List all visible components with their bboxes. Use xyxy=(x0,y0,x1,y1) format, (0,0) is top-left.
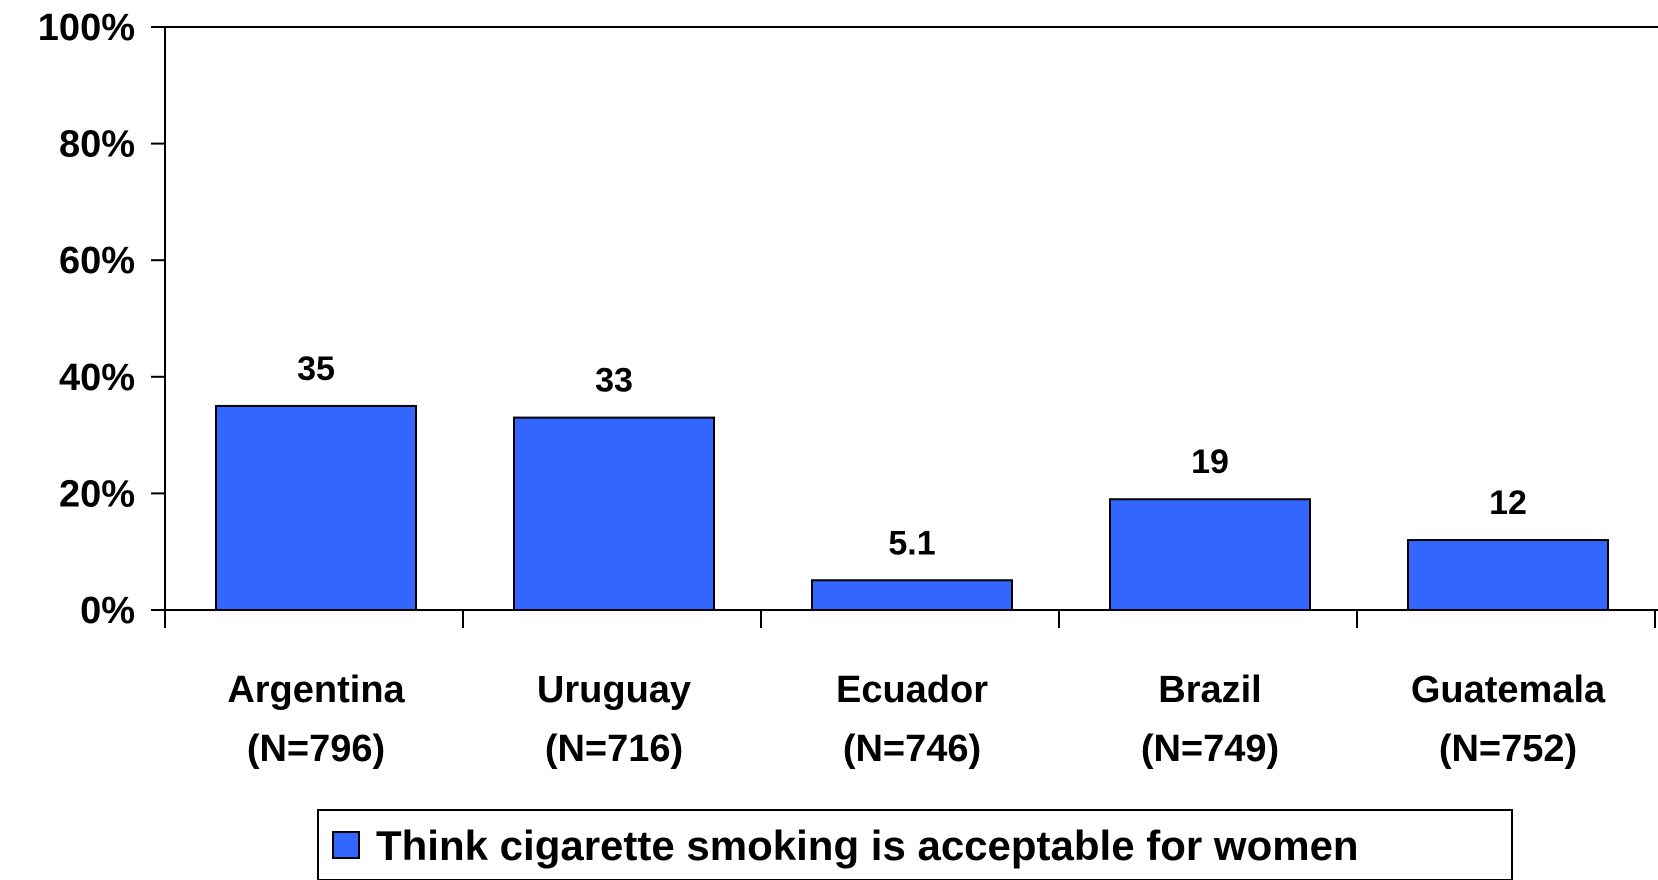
bar-brazil xyxy=(1109,498,1311,612)
bars: 35 33 5.1 19 12 xyxy=(215,350,1609,612)
x-tick-label: Uruguay xyxy=(537,669,691,711)
x-axis: Argentina (N=796) Uruguay (N=716) Ecuador (N=… xyxy=(164,609,1658,770)
x-tick-label: Brazil xyxy=(1158,669,1261,711)
y-tick-label: 60% xyxy=(59,240,135,282)
y-tick-label: 80% xyxy=(59,124,135,166)
y-tick-label: 20% xyxy=(59,473,135,515)
x-tick-label: Guatemala xyxy=(1411,669,1606,711)
legend-box xyxy=(317,809,1513,880)
data-label: 35 xyxy=(297,350,335,388)
y-tick-label: 40% xyxy=(59,357,135,399)
data-label: 12 xyxy=(1489,484,1527,522)
bar-uruguay xyxy=(513,416,715,611)
x-tick-sublabel: (N=796) xyxy=(247,728,385,770)
y-tick-label: 100% xyxy=(38,7,135,49)
y-axis: 0% 20% 40% 60% 80% 100% xyxy=(38,7,1658,632)
data-label: 33 xyxy=(595,362,633,400)
x-tick-label: Argentina xyxy=(227,669,405,711)
y-tick-label: 0% xyxy=(80,590,135,632)
bar-argentina xyxy=(215,404,417,612)
legend-label: Think cigarette smoking is acceptable fo… xyxy=(376,822,1359,869)
data-label: 5.1 xyxy=(888,524,935,562)
x-tick-sublabel: (N=752) xyxy=(1439,728,1577,770)
legend: Think cigarette smoking is acceptable fo… xyxy=(317,809,1513,880)
bar-guatemala xyxy=(1407,539,1609,611)
x-tick-label: Ecuador xyxy=(836,669,988,711)
x-tick-sublabel: (N=749) xyxy=(1141,728,1279,770)
x-tick-sublabel: (N=746) xyxy=(843,728,981,770)
data-label: 19 xyxy=(1191,443,1229,481)
x-tick-sublabel: (N=716) xyxy=(545,728,683,770)
bar-ecuador xyxy=(811,579,1013,612)
legend-swatch xyxy=(332,831,360,859)
